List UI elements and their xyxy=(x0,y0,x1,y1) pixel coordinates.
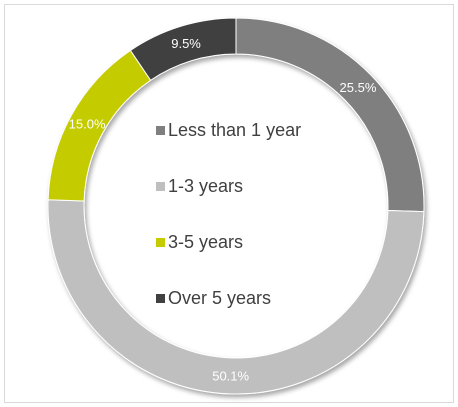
donut-slice-over-5-years xyxy=(129,17,237,81)
legend-item-less-than-1-year: Less than 1 year xyxy=(156,116,301,144)
legend-item-3-5-years: 3-5 years xyxy=(156,228,301,256)
data-label-less-than-1-year: 25.5% xyxy=(340,80,377,95)
chart-legend: Less than 1 year 1-3 years 3-5 years Over 5… xyxy=(156,116,301,340)
legend-swatch xyxy=(156,293,165,303)
data-label-over-5-years: 9.5% xyxy=(171,36,201,51)
legend-label: 1-3 years xyxy=(168,175,244,196)
legend-label: Over 5 years xyxy=(168,287,272,308)
data-label-1-3-years: 50.1% xyxy=(212,368,249,383)
legend-swatch xyxy=(156,237,165,247)
legend-item-over-5-years: Over 5 years xyxy=(156,284,301,312)
donut-slice-1-3-years xyxy=(47,199,425,395)
legend-label: 3-5 years xyxy=(168,231,244,252)
legend-swatch xyxy=(156,181,165,191)
legend-swatch xyxy=(156,125,165,135)
data-label-3-5-years: 15.0% xyxy=(69,116,106,131)
legend-item-1-3-years: 1-3 years xyxy=(156,172,301,200)
legend-label: Less than 1 year xyxy=(168,119,302,140)
